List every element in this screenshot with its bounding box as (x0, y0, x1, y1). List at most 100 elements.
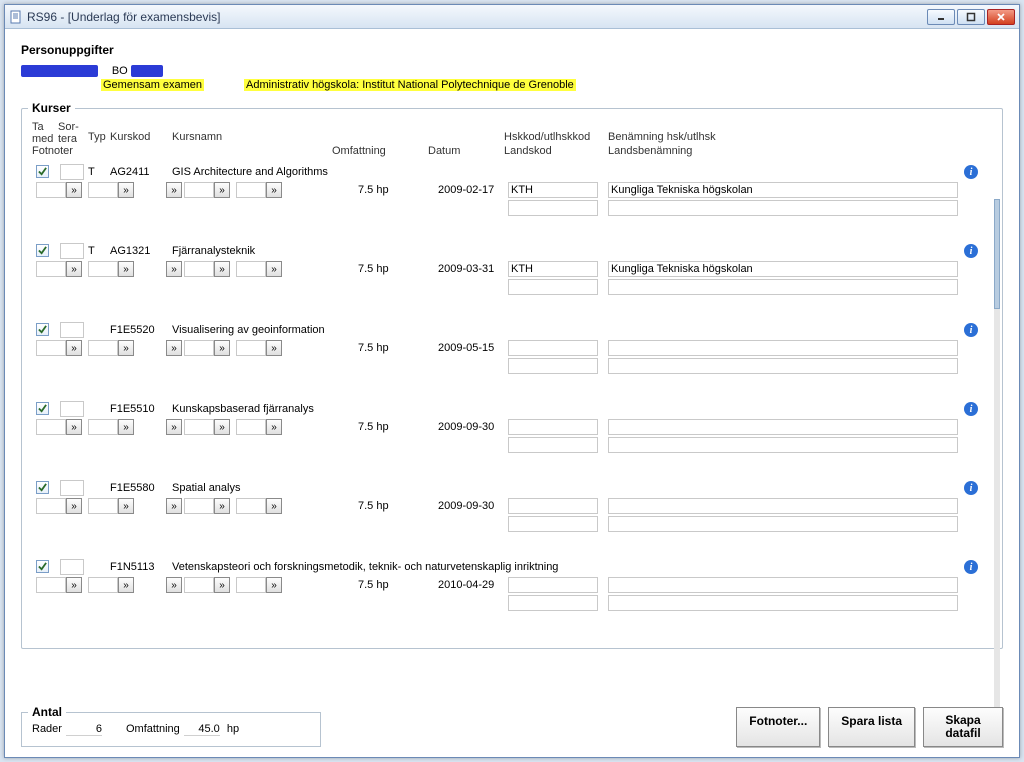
expand-button[interactable]: » (166, 498, 182, 514)
expand-button[interactable]: » (118, 577, 134, 593)
landname-input[interactable] (608, 200, 958, 216)
expand-button[interactable]: » (214, 498, 230, 514)
expand-button[interactable]: » (166, 261, 182, 277)
mini-input[interactable] (88, 340, 118, 356)
mini-input[interactable] (184, 340, 214, 356)
info-icon[interactable]: i (964, 560, 978, 574)
mini-input[interactable] (36, 340, 66, 356)
info-icon[interactable]: i (964, 244, 978, 258)
mini-input[interactable] (88, 498, 118, 514)
sort-input[interactable] (60, 322, 84, 338)
landskod-input[interactable] (508, 358, 598, 374)
mini-input[interactable] (236, 419, 266, 435)
hskkod-value: KTH (508, 261, 598, 277)
mini-input[interactable] (36, 182, 66, 198)
expand-button[interactable]: » (66, 261, 82, 277)
take-checkbox[interactable] (36, 560, 49, 573)
mini-input[interactable] (36, 498, 66, 514)
landname-input[interactable] (608, 437, 958, 453)
landskod-input[interactable] (508, 516, 598, 532)
info-icon[interactable]: i (964, 481, 978, 495)
mini-input[interactable] (88, 261, 118, 277)
take-checkbox[interactable] (36, 323, 49, 336)
rader-value: 6 (66, 723, 102, 736)
maximize-button[interactable] (957, 9, 985, 25)
expand-button[interactable]: » (214, 419, 230, 435)
expand-button[interactable]: » (66, 419, 82, 435)
mini-input[interactable] (184, 498, 214, 514)
hskname-value (608, 419, 958, 435)
expand-button[interactable]: » (266, 577, 282, 593)
landname-input[interactable] (608, 595, 958, 611)
expand-button[interactable]: » (66, 182, 82, 198)
mini-input[interactable] (88, 182, 118, 198)
sort-input[interactable] (60, 401, 84, 417)
mini-input[interactable] (184, 577, 214, 593)
expand-button[interactable]: » (118, 419, 134, 435)
expand-button[interactable]: » (166, 340, 182, 356)
datum-value: 2009-02-17 (438, 184, 494, 196)
take-checkbox[interactable] (36, 165, 49, 178)
omfattning-value: 7.5 hp (358, 421, 389, 433)
expand-button[interactable]: » (166, 577, 182, 593)
expand-button[interactable]: » (214, 182, 230, 198)
expand-button[interactable]: » (166, 419, 182, 435)
mini-input[interactable] (36, 261, 66, 277)
expand-button[interactable]: » (266, 182, 282, 198)
mini-input[interactable] (88, 419, 118, 435)
minimize-button[interactable] (927, 9, 955, 25)
take-checkbox[interactable] (36, 402, 49, 415)
scrollbar-thumb[interactable] (994, 199, 1000, 309)
expand-button[interactable]: » (66, 498, 82, 514)
landskod-input[interactable] (508, 200, 598, 216)
scrollbar[interactable] (994, 199, 1000, 739)
expand-button[interactable]: » (66, 577, 82, 593)
course-row: F1E5580Spatial analysi»»»»»7.5 hp2009-09… (28, 479, 996, 532)
take-checkbox[interactable] (36, 244, 49, 257)
fotnoter-button[interactable]: Fotnoter... (736, 707, 820, 747)
expand-button[interactable]: » (118, 340, 134, 356)
landskod-input[interactable] (508, 437, 598, 453)
course-row: F1N5113Vetenskapsteori och forskningsmet… (28, 558, 996, 611)
take-checkbox[interactable] (36, 481, 49, 494)
hskkod-value (508, 419, 598, 435)
expand-button[interactable]: » (214, 261, 230, 277)
spara-lista-button[interactable]: Spara lista (828, 707, 915, 747)
landname-input[interactable] (608, 516, 958, 532)
mini-input[interactable] (36, 577, 66, 593)
sort-input[interactable] (60, 243, 84, 259)
expand-button[interactable]: » (266, 498, 282, 514)
expand-button[interactable]: » (214, 340, 230, 356)
mini-input[interactable] (236, 577, 266, 593)
expand-button[interactable]: » (166, 182, 182, 198)
mini-input[interactable] (184, 182, 214, 198)
info-icon[interactable]: i (964, 402, 978, 416)
mini-input[interactable] (236, 498, 266, 514)
skapa-datafil-button[interactable]: Skapadatafil (923, 707, 1003, 747)
sort-input[interactable] (60, 480, 84, 496)
expand-button[interactable]: » (266, 261, 282, 277)
sort-input[interactable] (60, 559, 84, 575)
mini-input[interactable] (88, 577, 118, 593)
landname-input[interactable] (608, 279, 958, 295)
mini-input[interactable] (184, 261, 214, 277)
expand-button[interactable]: » (118, 498, 134, 514)
mini-input[interactable] (36, 419, 66, 435)
expand-button[interactable]: » (66, 340, 82, 356)
landskod-input[interactable] (508, 595, 598, 611)
close-button[interactable] (987, 9, 1015, 25)
expand-button[interactable]: » (266, 419, 282, 435)
info-icon[interactable]: i (964, 165, 978, 179)
info-icon[interactable]: i (964, 323, 978, 337)
mini-input[interactable] (236, 340, 266, 356)
landname-input[interactable] (608, 358, 958, 374)
sort-input[interactable] (60, 164, 84, 180)
mini-input[interactable] (236, 182, 266, 198)
expand-button[interactable]: » (214, 577, 230, 593)
expand-button[interactable]: » (118, 182, 134, 198)
landskod-input[interactable] (508, 279, 598, 295)
mini-input[interactable] (184, 419, 214, 435)
expand-button[interactable]: » (118, 261, 134, 277)
expand-button[interactable]: » (266, 340, 282, 356)
mini-input[interactable] (236, 261, 266, 277)
